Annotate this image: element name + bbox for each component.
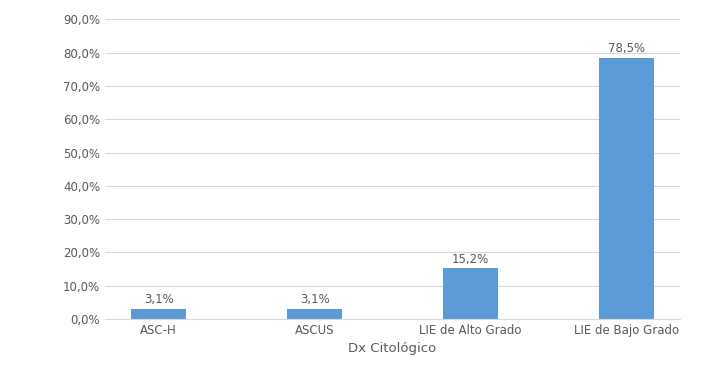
Bar [443, 268, 498, 319]
Text: 15,2%: 15,2% [452, 253, 489, 266]
Bar [131, 308, 186, 319]
Text: 3,1%: 3,1% [300, 293, 329, 306]
Bar [599, 58, 654, 319]
Text: 78,5%: 78,5% [608, 42, 645, 55]
Bar [287, 308, 342, 319]
X-axis label: Dx Citológico: Dx Citológico [348, 342, 437, 356]
Text: 3,1%: 3,1% [144, 293, 173, 306]
